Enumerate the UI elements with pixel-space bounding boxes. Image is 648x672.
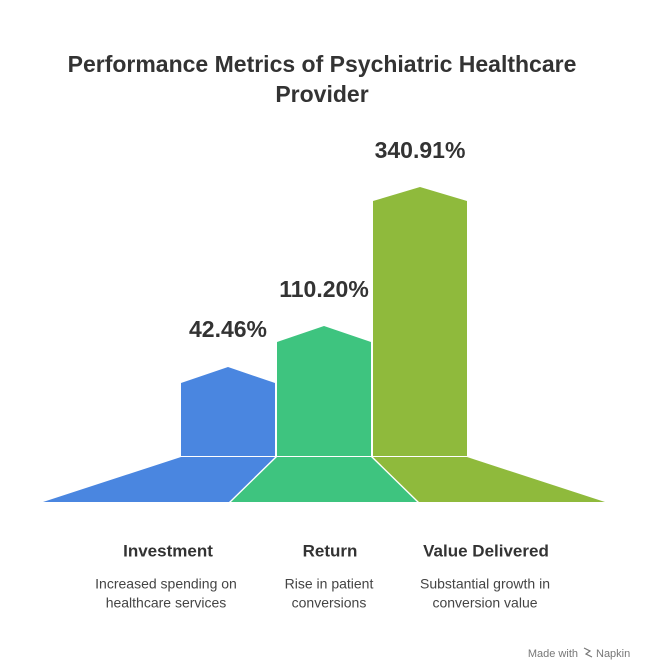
bar-value (373, 187, 467, 456)
item-label: Return (303, 541, 358, 560)
napkin-icon (583, 647, 593, 658)
item-description: conversions (292, 595, 367, 611)
value-label: 42.46% (189, 316, 267, 342)
title-line: Performance Metrics of Psychiatric Healt… (68, 51, 577, 77)
item-description: healthcare services (106, 595, 227, 611)
item-label: Value Delivered (423, 541, 549, 560)
footer-brand: Napkin (596, 648, 630, 660)
footer-prefix: Made with (528, 648, 578, 660)
bar-investment (181, 367, 275, 456)
bar-return (277, 326, 371, 456)
item-description: Rise in patient (285, 576, 374, 592)
base-return (231, 457, 417, 502)
item-description: Increased spending on (95, 576, 237, 592)
value-label: 110.20% (279, 276, 369, 302)
base-investment (43, 457, 275, 502)
value-label: 340.91% (375, 137, 466, 163)
item-label: Investment (123, 541, 213, 560)
base-value (373, 457, 605, 502)
item-description: conversion value (432, 595, 537, 611)
title-line: Provider (275, 81, 368, 107)
item-description: Substantial growth in (420, 576, 550, 592)
